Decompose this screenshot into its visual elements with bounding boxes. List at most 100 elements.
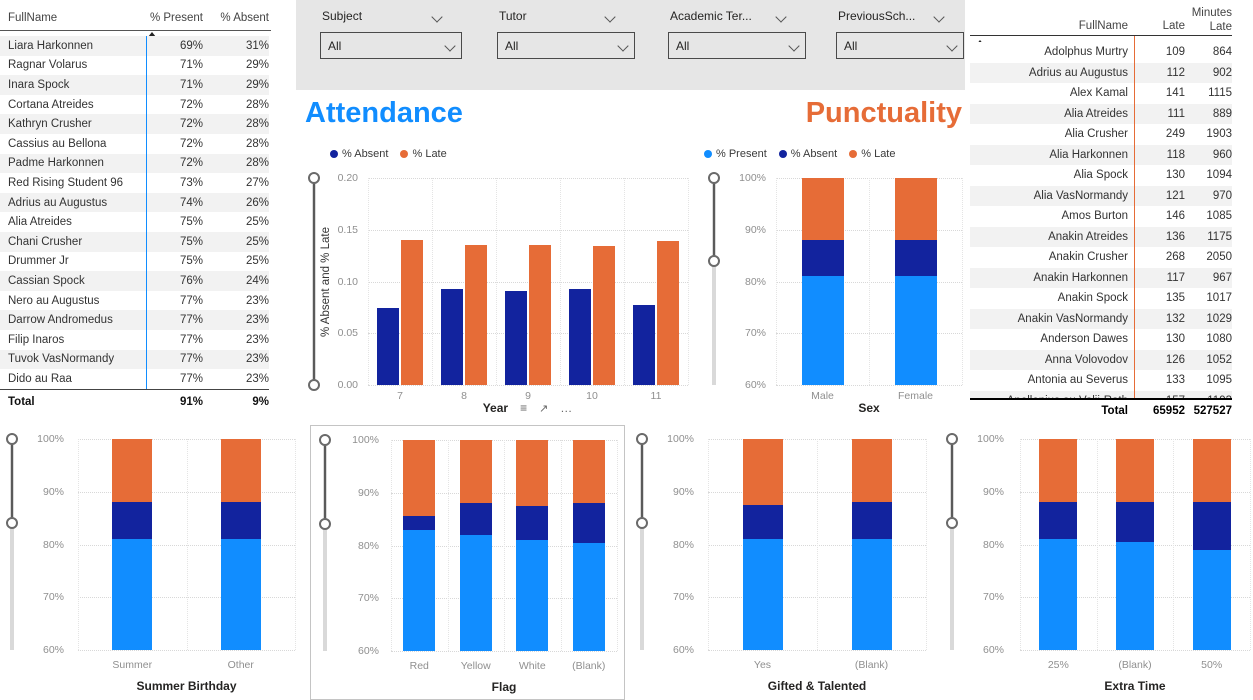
table-row[interactable]: Padme Harkonnen 72% 28% bbox=[0, 153, 269, 174]
slider-handle-top[interactable] bbox=[308, 172, 320, 184]
bar-segment-absent[interactable] bbox=[742, 504, 783, 540]
table-row[interactable]: Kathryn Crusher 72% 28% bbox=[0, 114, 269, 134]
bar-segment-late[interactable] bbox=[572, 440, 605, 504]
bar-segment-absent[interactable] bbox=[220, 502, 261, 540]
bar-segment-late[interactable] bbox=[459, 440, 492, 504]
bar-late[interactable] bbox=[593, 246, 615, 385]
bar-segment-present[interactable] bbox=[403, 529, 436, 651]
table-row[interactable]: Antonia au Severus 133 1095 bbox=[970, 370, 1232, 391]
slider-handle-top[interactable] bbox=[636, 433, 648, 445]
chevron-down-icon[interactable] bbox=[431, 11, 443, 23]
table-row[interactable]: Anakin Atreides 136 1175 bbox=[970, 226, 1232, 247]
bar-segment-absent[interactable] bbox=[1039, 502, 1078, 540]
bar-segment-late[interactable] bbox=[851, 439, 892, 503]
bar-segment-absent[interactable] bbox=[572, 503, 605, 543]
axis-zoom-slider-track[interactable] bbox=[10, 439, 14, 650]
bar-segment-late[interactable] bbox=[1192, 439, 1231, 503]
table-row[interactable]: Filip Inaros 77% 23% bbox=[0, 330, 269, 350]
table-row[interactable]: Adrius au Augustus 74% 26% bbox=[0, 192, 269, 213]
table-row[interactable]: Drummer Jr 75% 25% bbox=[0, 251, 269, 272]
bar-segment-absent[interactable] bbox=[403, 516, 436, 530]
sort-ascending-icon[interactable] bbox=[148, 32, 156, 37]
bar-absent[interactable] bbox=[569, 288, 591, 385]
bar-segment-late[interactable] bbox=[742, 439, 783, 505]
bar-segment-late[interactable] bbox=[516, 440, 549, 506]
table-row[interactable]: Anderson Dawes 130 1080 bbox=[970, 329, 1232, 350]
bar-segment-present[interactable] bbox=[459, 534, 492, 651]
bar-segment-present[interactable] bbox=[572, 542, 605, 651]
table-row[interactable]: Cassian Spock 76% 24% bbox=[0, 271, 269, 291]
bar-segment-present[interactable] bbox=[1116, 541, 1154, 650]
table-row[interactable]: Alex Kamal 141 1115 bbox=[970, 83, 1232, 104]
bar-absent[interactable] bbox=[505, 290, 527, 385]
table-row[interactable]: Alia Atreides 111 889 bbox=[970, 103, 1232, 124]
bar-segment-present[interactable] bbox=[742, 539, 783, 650]
chevron-down-icon[interactable] bbox=[933, 11, 945, 23]
legend-item[interactable]: % Present bbox=[704, 148, 767, 160]
bar-segment-absent[interactable] bbox=[459, 503, 492, 535]
bar-late[interactable] bbox=[657, 241, 679, 385]
axis-zoom-slider-track[interactable] bbox=[323, 440, 327, 651]
chevron-down-icon[interactable] bbox=[604, 11, 616, 23]
bar-segment-present[interactable] bbox=[801, 276, 844, 385]
table-row[interactable]: Alia VasNormandy 121 970 bbox=[970, 185, 1232, 206]
axis-zoom-slider-track[interactable] bbox=[950, 439, 954, 650]
legend-item[interactable]: % Late bbox=[849, 148, 895, 160]
bar-absent[interactable] bbox=[377, 308, 399, 385]
table-row[interactable]: Alia Atreides 75% 25% bbox=[0, 212, 269, 232]
bar-segment-absent[interactable] bbox=[112, 502, 153, 540]
table-row[interactable]: Adrius au Augustus 112 902 bbox=[970, 62, 1232, 83]
bar-segment-late[interactable] bbox=[1116, 439, 1154, 503]
bar-segment-absent[interactable] bbox=[801, 240, 844, 277]
table-row[interactable]: Tuvok VasNormandy 77% 23% bbox=[0, 349, 269, 370]
table-row[interactable]: Anakin Crusher 268 2050 bbox=[970, 247, 1232, 268]
table-row[interactable]: Chani Crusher 75% 25% bbox=[0, 232, 269, 252]
chevron-down-icon[interactable] bbox=[775, 11, 787, 23]
column-header-late[interactable]: Late bbox=[1162, 20, 1185, 32]
bar-segment-present[interactable] bbox=[1192, 549, 1231, 650]
slider-handle-bottom[interactable] bbox=[946, 517, 958, 530]
slider-handle-bottom[interactable] bbox=[636, 517, 648, 530]
bar-segment-present[interactable] bbox=[112, 539, 153, 650]
bar-segment-late[interactable] bbox=[112, 439, 153, 503]
slider-handle-bottom[interactable] bbox=[708, 254, 720, 267]
table-row[interactable]: Cassius au Bellona 72% 28% bbox=[0, 134, 269, 154]
column-header-minutes-late[interactable]: Minutes Late bbox=[1191, 7, 1232, 33]
bar-segment-present[interactable] bbox=[894, 276, 937, 385]
bar-late[interactable] bbox=[529, 245, 551, 385]
table-row[interactable]: Anna Volovodov 126 1052 bbox=[970, 349, 1232, 370]
table-row[interactable]: Dido au Raa 77% 23% bbox=[0, 369, 269, 389]
bar-segment-absent[interactable] bbox=[1116, 502, 1154, 542]
table-row[interactable]: Nero au Augustus 77% 23% bbox=[0, 290, 269, 311]
table-row[interactable]: Alia Harkonnen 118 960 bbox=[970, 144, 1232, 165]
slider-handle-top[interactable] bbox=[6, 433, 18, 445]
slicer-dropdown[interactable]: All bbox=[836, 32, 964, 59]
legend-item[interactable]: % Absent bbox=[330, 148, 388, 160]
bar-segment-present[interactable] bbox=[851, 539, 892, 650]
bar-segment-present[interactable] bbox=[516, 540, 549, 651]
table-row[interactable]: Anakin Spock 135 1017 bbox=[970, 288, 1232, 309]
bar-segment-present[interactable] bbox=[1039, 539, 1078, 650]
bar-segment-late[interactable] bbox=[894, 178, 937, 241]
column-header-absent[interactable]: % Absent bbox=[220, 12, 269, 24]
bar-segment-late[interactable] bbox=[220, 439, 261, 503]
slicer-dropdown[interactable]: All bbox=[497, 32, 635, 59]
table-row[interactable]: Apollonius au Valii-Rath1571193 bbox=[970, 390, 1232, 398]
table-row[interactable]: Cortana Atreides 72% 28% bbox=[0, 94, 269, 115]
bar-segment-absent[interactable] bbox=[851, 502, 892, 540]
table-row[interactable]: Alia Crusher 249 1903 bbox=[970, 124, 1232, 145]
bar-segment-absent[interactable] bbox=[1192, 502, 1231, 550]
bar-segment-late[interactable] bbox=[1039, 439, 1078, 503]
table-row[interactable]: Anakin VasNormandy 132 1029 bbox=[970, 308, 1232, 329]
table-row[interactable]: Inara Spock 71% 29% bbox=[0, 75, 269, 95]
legend-item[interactable]: % Absent bbox=[778, 148, 837, 160]
slider-handle-bottom[interactable] bbox=[308, 379, 320, 391]
table-row[interactable]: Adolphus Murtry 109 864 bbox=[970, 42, 1232, 63]
slicer-dropdown[interactable]: All bbox=[320, 32, 462, 59]
slicer-dropdown[interactable]: All bbox=[668, 32, 806, 59]
table-row[interactable]: Alia Spock 130 1094 bbox=[970, 165, 1232, 186]
bar-late[interactable] bbox=[465, 245, 487, 385]
focus-mode-icon[interactable]: ↗ bbox=[539, 402, 549, 415]
slider-handle-top[interactable] bbox=[708, 172, 720, 184]
bar-segment-late[interactable] bbox=[403, 440, 436, 517]
